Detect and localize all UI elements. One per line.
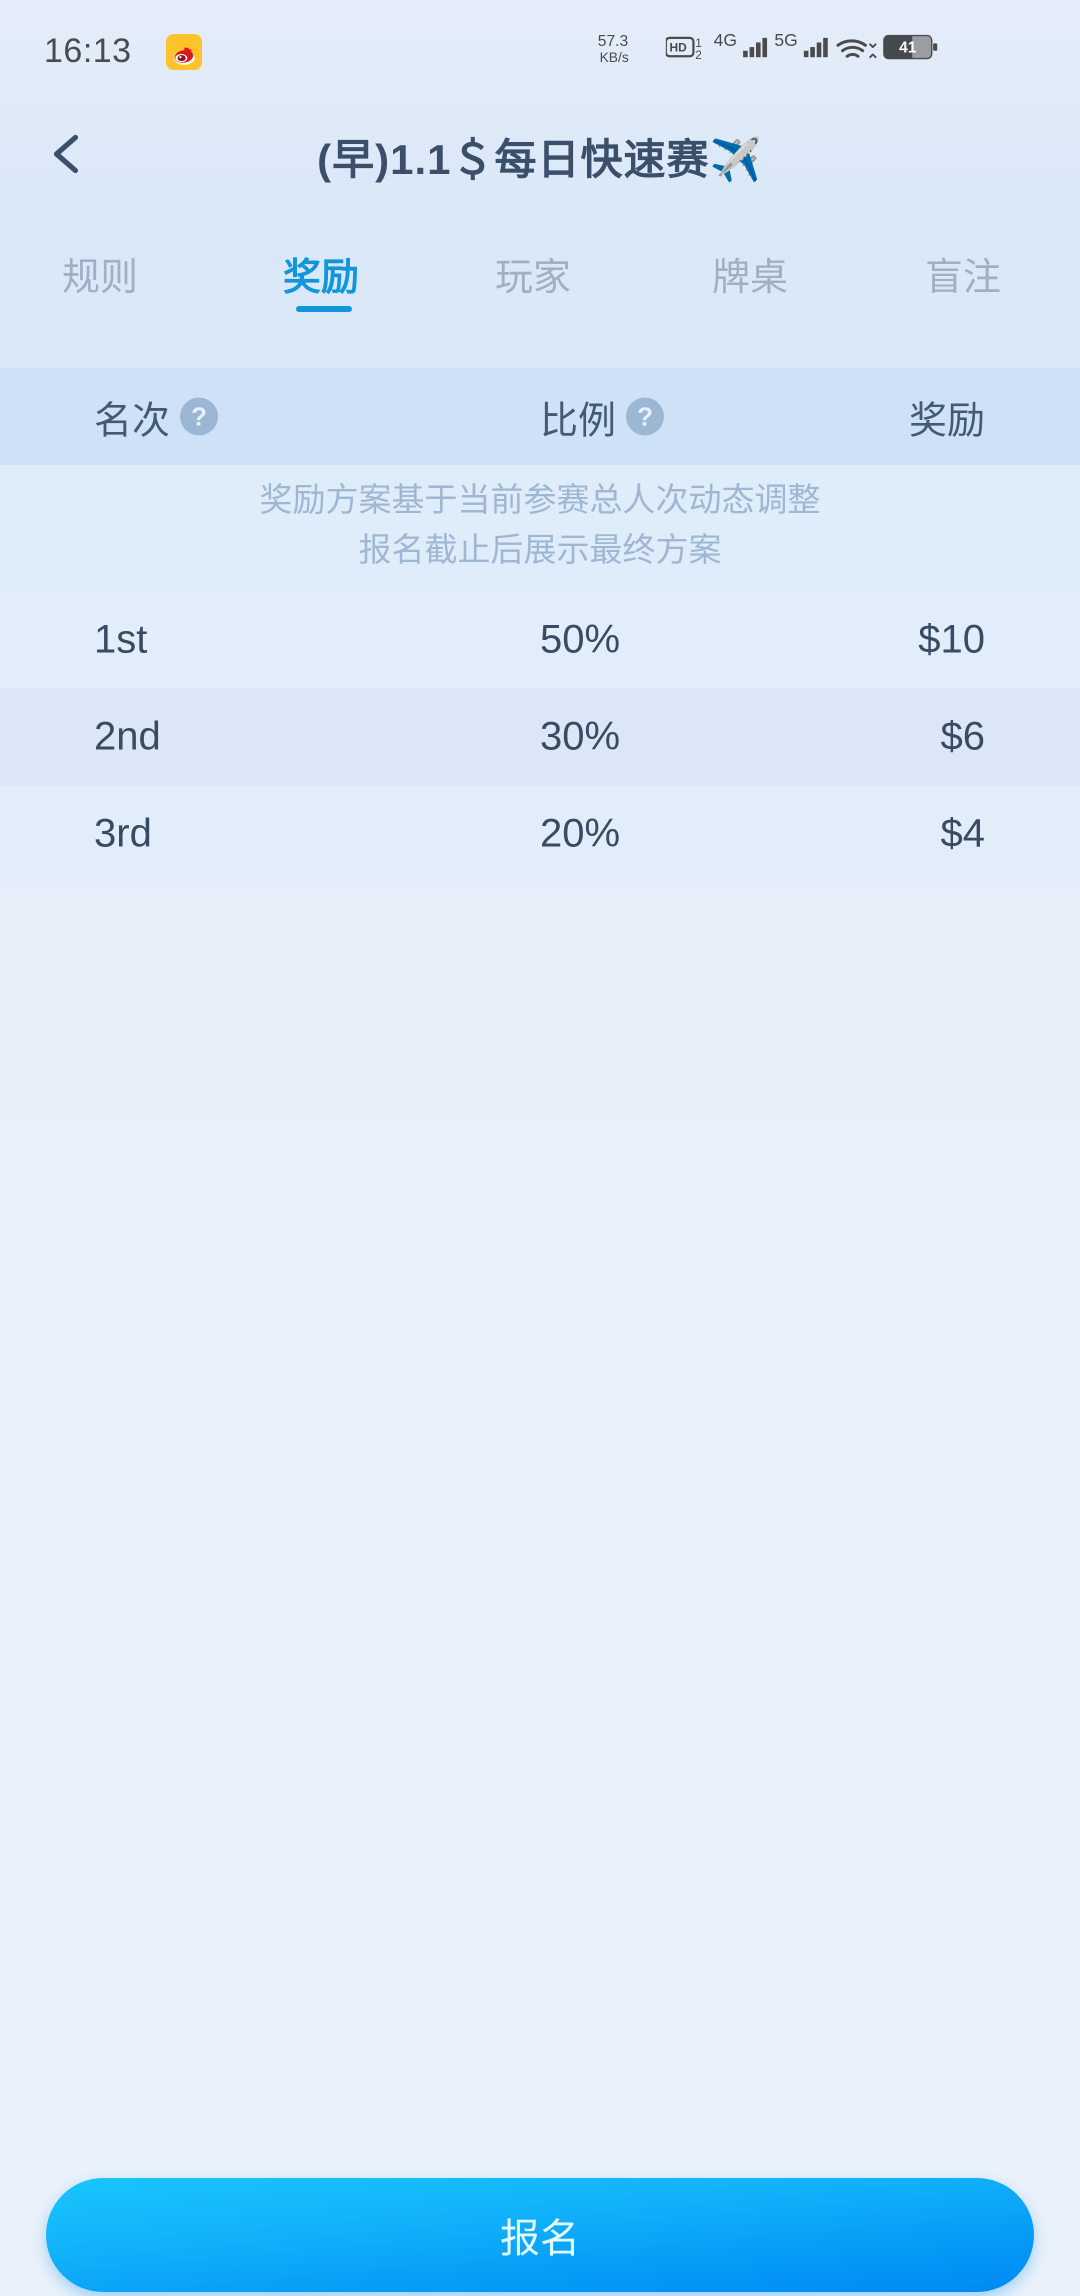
- svg-text:2: 2: [695, 48, 702, 62]
- svg-text:5G: 5G: [774, 32, 797, 50]
- svg-text:41: 41: [899, 40, 917, 57]
- svg-text:57.3: 57.3: [598, 33, 628, 50]
- svg-text:4G: 4G: [714, 32, 737, 50]
- svg-text:HD: HD: [670, 41, 688, 55]
- svg-text:KB/s: KB/s: [600, 50, 629, 65]
